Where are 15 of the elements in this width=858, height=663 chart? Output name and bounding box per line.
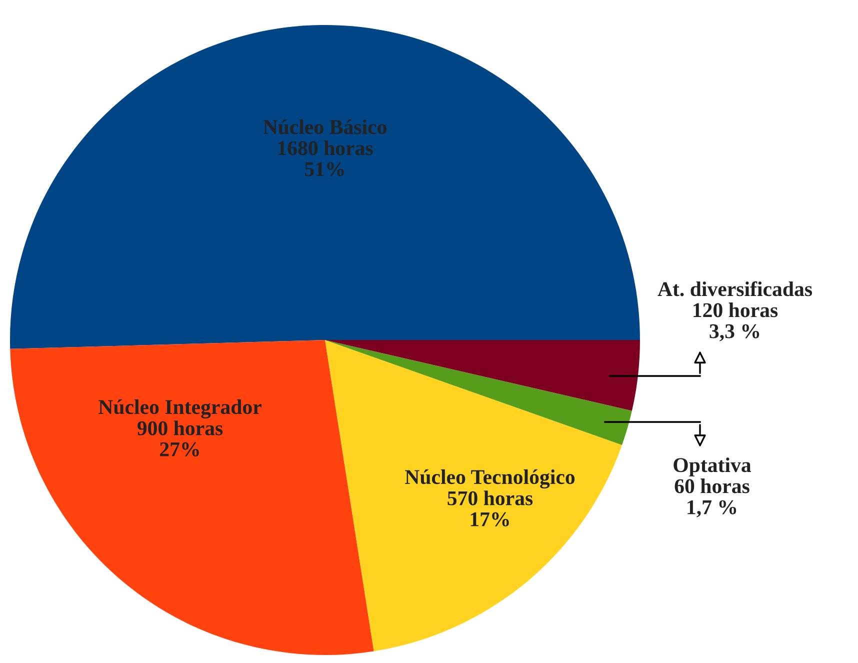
slice-label: Optativa (674, 457, 752, 476)
data-label: 900 horas 27% (137, 420, 223, 456)
slice-label: Núcleo Tecnológico (405, 469, 575, 488)
pie-slice (325, 340, 632, 445)
data-label: 120 horas 3,3 % (694, 302, 778, 342)
pie-slice (10, 25, 640, 349)
pie-slice (325, 340, 622, 652)
pie-slice (325, 340, 640, 411)
data-label: 60 horas 1,7 % (674, 478, 750, 518)
slice-label: At. diversificadas (658, 281, 812, 296)
slice-label: Núcleo Integrador (98, 399, 262, 418)
data-label: 1680 horas 51% (278, 140, 373, 176)
data-label: 570 horas 17% (448, 490, 533, 526)
pie-slice (10, 340, 374, 655)
slice-label: Núcleo Básico (263, 119, 386, 134)
